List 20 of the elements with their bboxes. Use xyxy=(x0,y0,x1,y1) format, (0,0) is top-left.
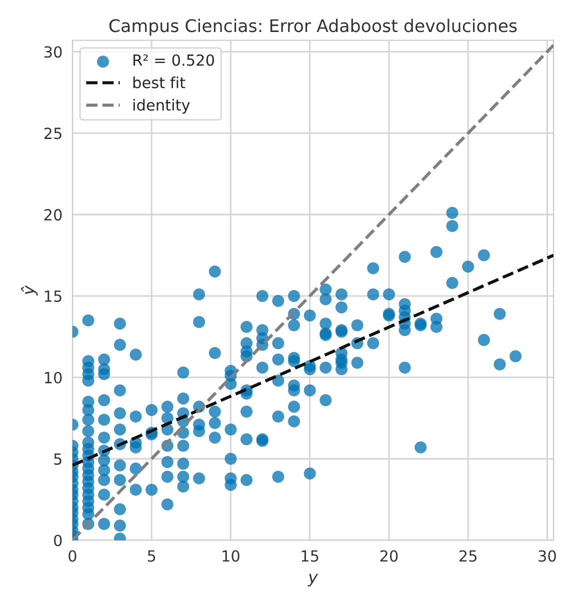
y-tick-label: 5 xyxy=(54,453,62,465)
x-tick-label: 15 xyxy=(302,550,318,562)
x-tick-label: 25 xyxy=(459,550,476,562)
x-tick-label: 0 xyxy=(68,550,76,562)
y-axis-title: ŷ xyxy=(20,285,38,296)
legend-label: identity xyxy=(133,98,190,114)
y-tick-label: 10 xyxy=(44,372,62,384)
x-tick-label: 10 xyxy=(222,550,240,562)
legend-label: R² = 0.520 xyxy=(134,54,214,66)
x-tick-label: 5 xyxy=(148,550,156,562)
y-tick-label: 30 xyxy=(44,46,62,58)
x-axis-title: y xyxy=(308,574,318,586)
y-tick-label: 25 xyxy=(44,128,62,140)
legend-label: best fit xyxy=(133,76,186,88)
y-tick-label: 15 xyxy=(44,290,62,302)
y-tick-label: 0 xyxy=(54,534,62,546)
chart-title: Campus Ciencias: Error Adaboost devoluciones xyxy=(109,18,517,36)
x-tick-label: 20 xyxy=(380,550,398,562)
y-tick-label: 20 xyxy=(44,209,62,221)
x-tick-label: 30 xyxy=(538,550,556,562)
